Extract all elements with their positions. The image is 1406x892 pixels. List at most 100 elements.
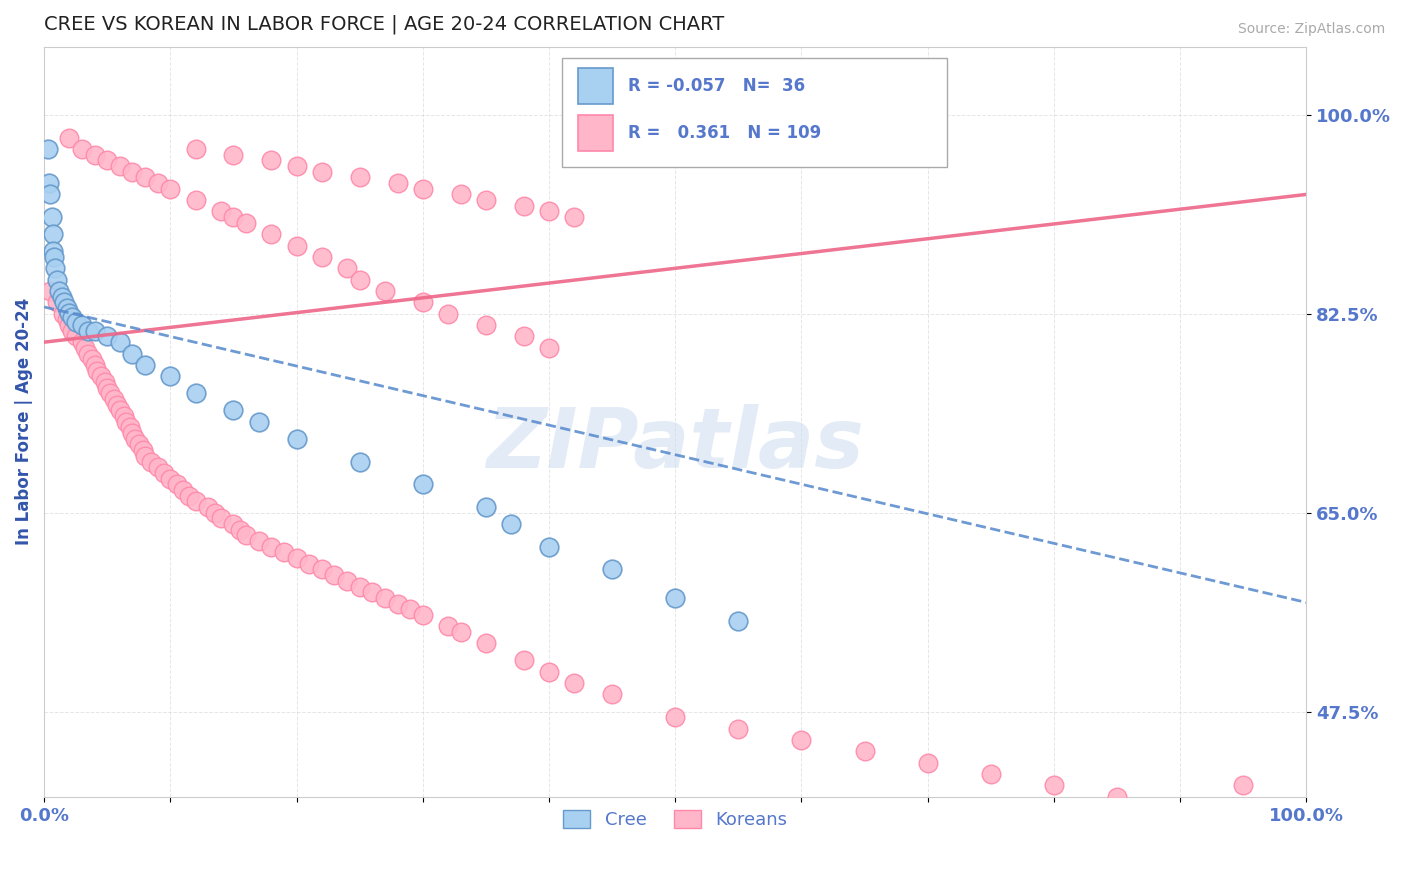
Point [387,597,409,611]
Point [83,358,105,372]
Point [260,540,283,554]
Point [412,607,434,622]
Point [159,369,181,384]
Point [118,420,141,434]
Point [917,756,939,770]
Point [260,227,283,242]
Point [38,176,60,190]
Point [80,352,103,367]
Point [273,545,295,559]
Point [349,580,371,594]
Point [664,710,686,724]
Point [73,341,96,355]
Point [222,210,245,224]
Point [537,540,560,554]
Point [53,295,76,310]
Point [512,653,534,667]
Point [184,142,207,156]
Point [44,261,66,276]
Point [475,318,498,332]
Point [209,511,232,525]
Point [45,295,67,310]
Point [475,500,498,514]
Point [562,210,585,224]
Point [39,187,62,202]
Point [349,454,371,468]
Point [197,500,219,514]
Point [727,722,749,736]
Point [179,489,201,503]
Point [128,437,150,451]
Point [93,375,115,389]
Point [77,346,100,360]
Point [222,403,245,417]
Point [70,335,93,350]
Point [336,261,359,276]
Point [204,506,226,520]
Point [222,516,245,531]
Point [51,290,73,304]
Point [1232,779,1254,793]
Point [512,329,534,343]
Point [103,392,125,406]
Point [42,244,65,259]
Legend: Cree, Koreans: Cree, Koreans [555,803,794,837]
Point [664,591,686,605]
Point [311,250,333,264]
Y-axis label: In Labor Force | Age 20-24: In Labor Force | Age 20-24 [15,298,32,545]
Point [412,295,434,310]
Point [323,568,346,582]
Point [512,199,534,213]
Point [39,284,62,298]
Point [412,182,434,196]
Point [399,602,422,616]
Point [387,176,409,190]
Point [112,409,135,423]
Point [260,153,283,168]
Point [311,164,333,178]
Point [349,170,371,185]
Point [222,147,245,161]
Point [108,335,131,350]
Point [562,676,585,690]
Point [235,216,257,230]
Text: CREE VS KOREAN IN LABOR FORCE | AGE 20-24 CORRELATION CHART: CREE VS KOREAN IN LABOR FORCE | AGE 20-2… [44,15,724,35]
Point [65,315,87,329]
Point [134,449,156,463]
Point [247,534,270,549]
Point [374,591,396,605]
Point [412,477,434,491]
Point [108,159,131,173]
Point [298,557,321,571]
Text: ZIPatlas: ZIPatlas [486,404,865,484]
Text: R =   0.361   N = 109: R = 0.361 N = 109 [628,124,821,142]
Point [166,477,188,491]
Point [209,204,232,219]
Point [285,432,308,446]
Point [58,130,80,145]
Point [77,324,100,338]
Point [83,147,105,161]
Point [96,381,118,395]
Point [184,494,207,508]
Point [121,164,143,178]
Point [83,324,105,338]
Point [90,369,112,384]
Point [1105,789,1128,804]
Point [229,523,252,537]
Point [184,193,207,207]
Point [153,466,176,480]
Point [105,398,128,412]
Point [58,318,80,332]
Point [1043,779,1066,793]
Point [56,312,79,326]
Point [184,386,207,401]
Point [108,403,131,417]
Point [60,324,83,338]
Point [86,363,108,377]
Point [450,187,472,202]
Point [501,516,523,531]
Point [475,636,498,650]
Point [853,744,876,758]
Point [336,574,359,588]
